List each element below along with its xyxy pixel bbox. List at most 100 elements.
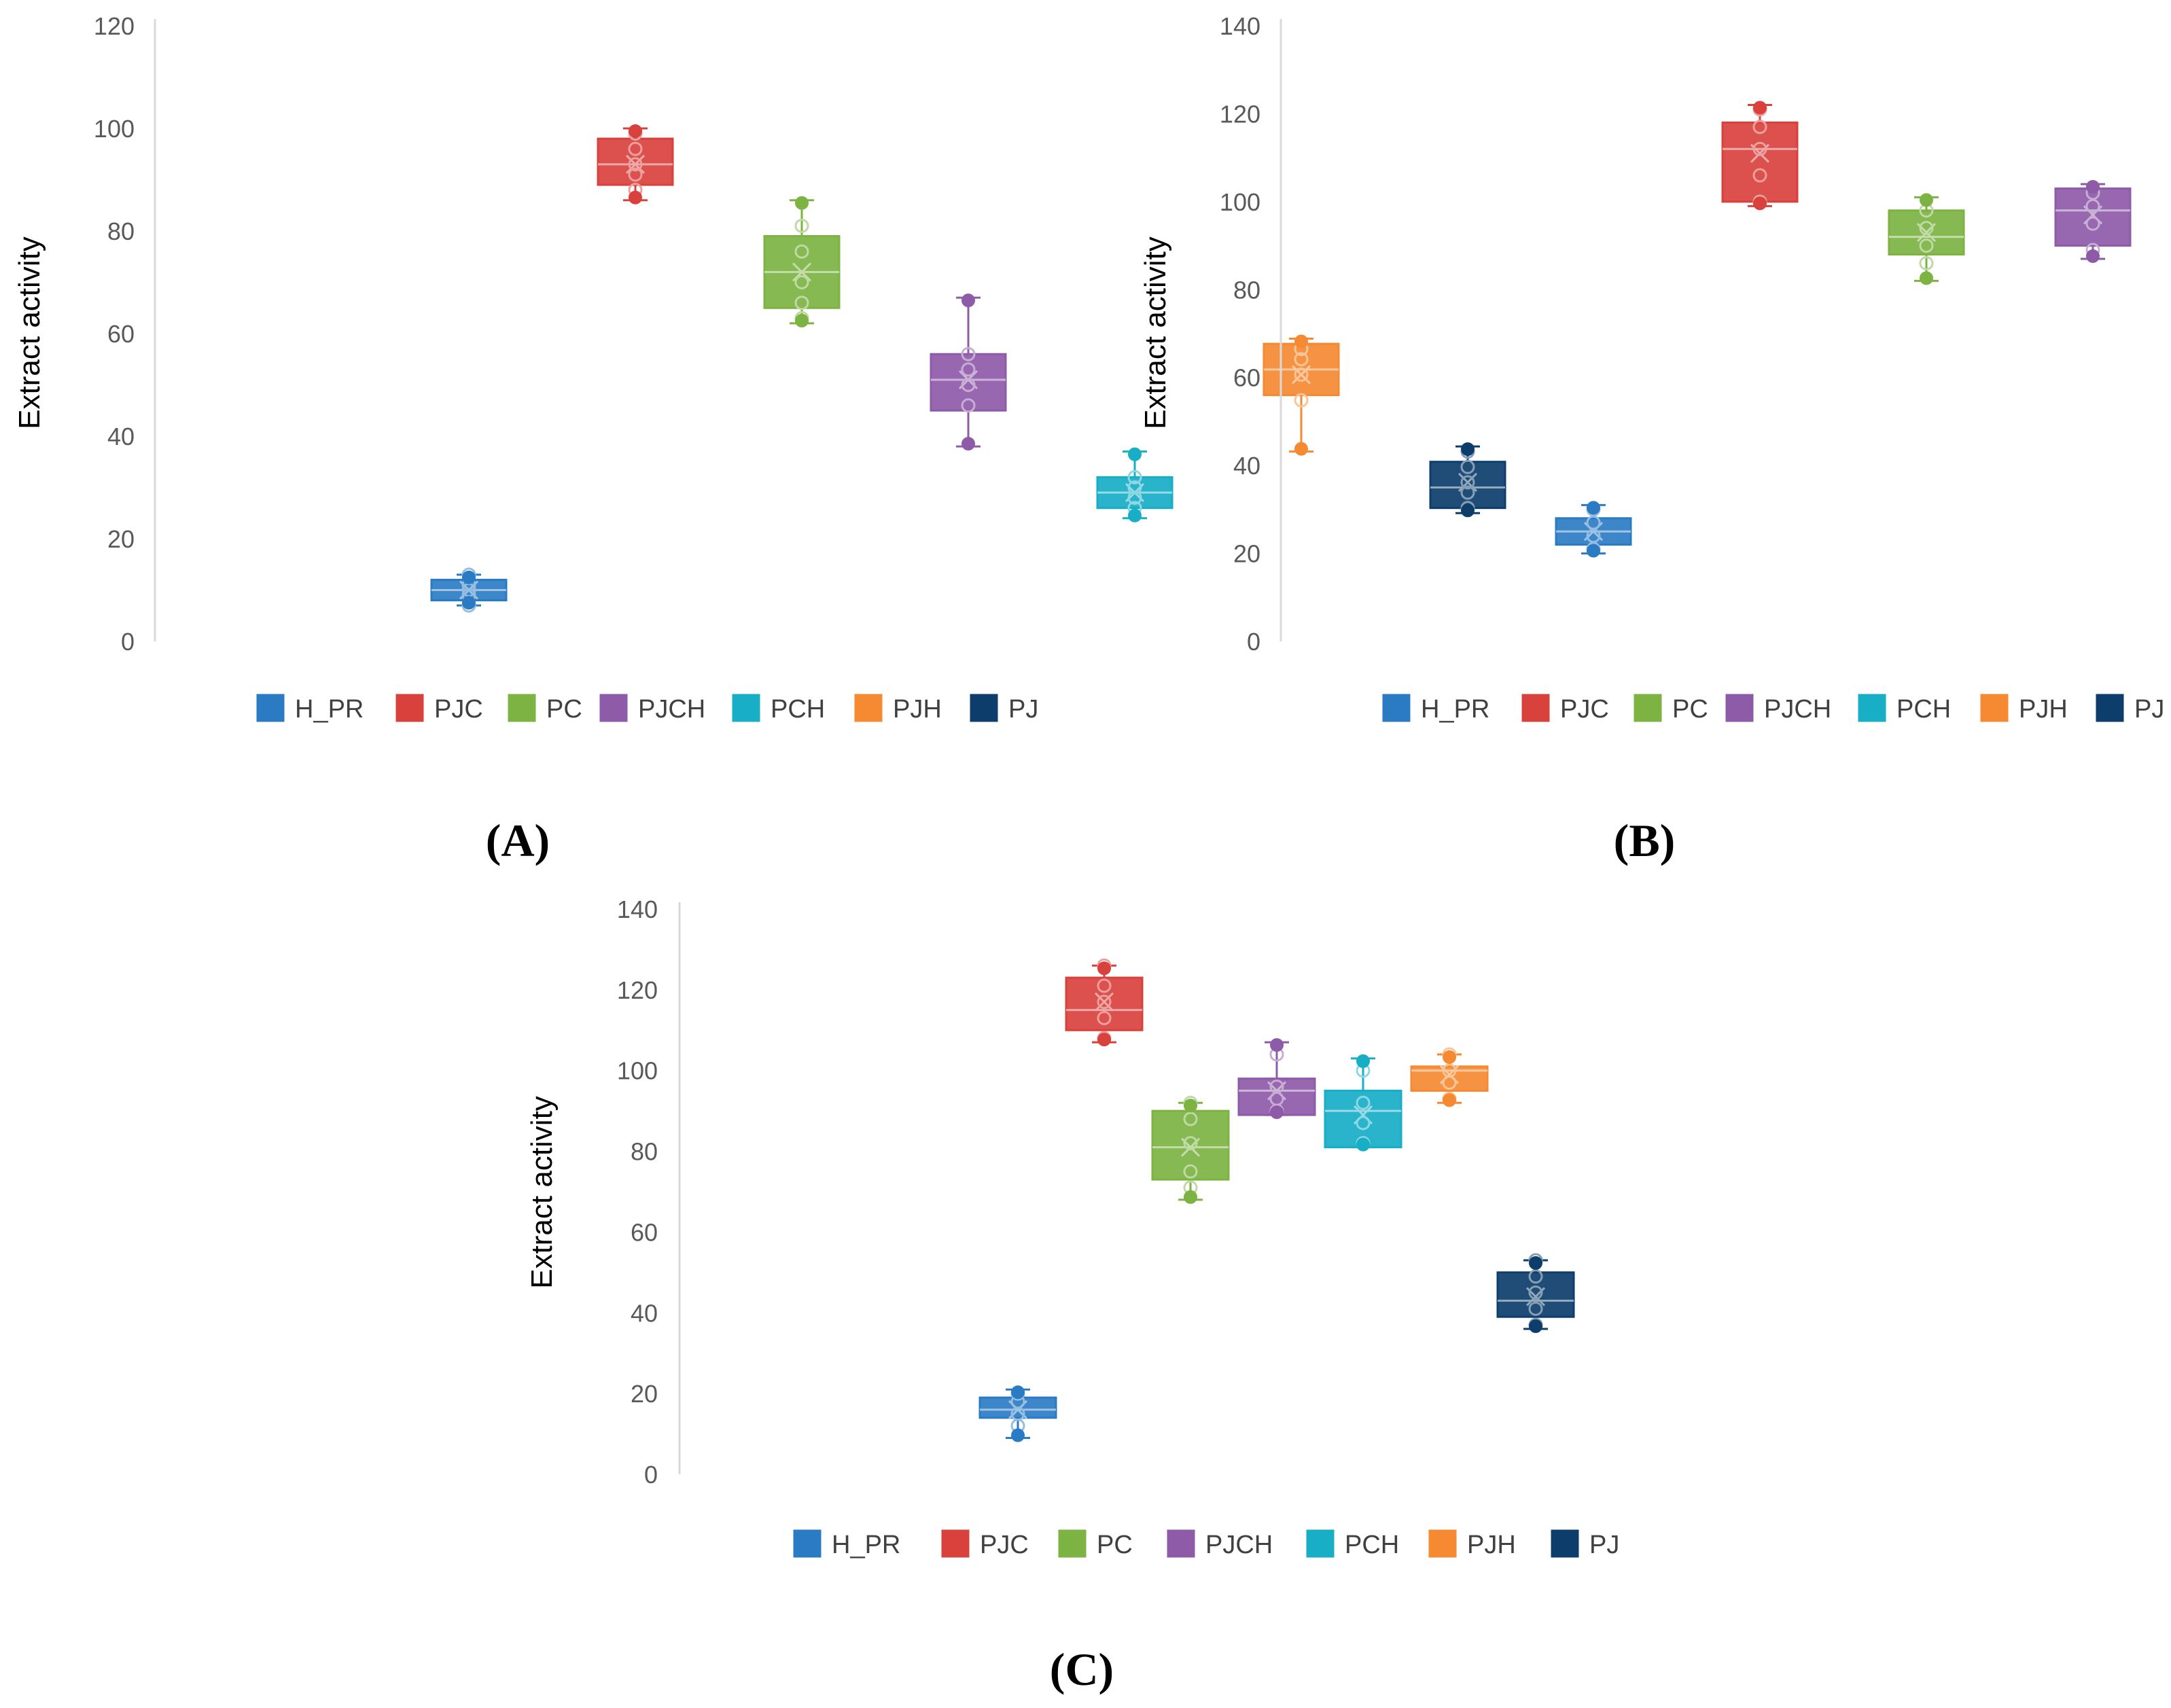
legend-swatch [1306, 1529, 1335, 1558]
legend-swatch [1725, 694, 1754, 722]
legend-item-h-pr: H_PR [1382, 694, 1489, 724]
box-pjch [2054, 179, 2132, 263]
data-point [1752, 141, 1767, 156]
legend-item-pj: PJ [2096, 694, 2164, 724]
legend-swatch [256, 694, 285, 722]
data-point [1097, 995, 1112, 1010]
y-tick-label: 40 [631, 1299, 658, 1327]
data-point [1294, 393, 1309, 408]
data-point-extreme [1356, 1054, 1370, 1068]
data-point-extreme [1128, 447, 1142, 461]
data-point-extreme [1294, 334, 1308, 349]
box-pc [1151, 1095, 1230, 1204]
legend-label: PJ [2134, 695, 2164, 724]
box-pc [763, 196, 841, 327]
legend: H_PR PJC PC PJCH PCH PJH PJ [1382, 694, 2164, 724]
legend-label: PJCH [638, 695, 705, 724]
data-point [961, 398, 976, 413]
legend-item-pjh: PJH [854, 694, 942, 724]
legend-label: PJCH [1205, 1531, 1273, 1559]
box-pch [1096, 447, 1173, 522]
data-point [1442, 1063, 1457, 1078]
y-tick-label: 120 [94, 12, 135, 40]
data-point [1127, 480, 1142, 495]
box-iqr [1496, 1271, 1575, 1318]
legend-swatch [1551, 1529, 1579, 1558]
data-point-extreme [462, 596, 476, 610]
legend-item-pc: PC [508, 694, 582, 724]
y-tick-label: 20 [107, 525, 135, 553]
data-point [1183, 1164, 1198, 1179]
legend-item-pjc: PJC [395, 694, 483, 724]
y-tick-label: 0 [121, 628, 135, 656]
box-iqr [1721, 121, 1799, 203]
legend-item-pjc: PJC [1521, 694, 1609, 724]
box-pjc [597, 124, 674, 204]
legend-swatch [1980, 694, 2009, 722]
y-tick-label: 40 [1233, 452, 1260, 480]
data-point-extreme [1011, 1428, 1025, 1442]
legend-label: PJ [1589, 1531, 1619, 1559]
legend-item-h-pr: H_PR [256, 694, 364, 724]
data-point-extreme [1097, 961, 1111, 976]
legend-swatch [1521, 694, 1550, 722]
box-h-pr [1555, 501, 1632, 558]
data-point [794, 244, 809, 259]
box-pjc [1721, 101, 1799, 211]
data-point-extreme [1529, 1319, 1542, 1334]
y-tick-label: 80 [1233, 276, 1260, 304]
data-point [1528, 1301, 1543, 1316]
data-point-extreme [1011, 1385, 1025, 1400]
legend-label: H_PR [295, 695, 364, 724]
legend-label: H_PR [1421, 695, 1489, 724]
legend: H_PR PJC PC PJCH PCH PJH PJ [256, 694, 1038, 724]
legend-swatch [1634, 694, 1662, 722]
y-tick-label: 0 [1247, 628, 1260, 656]
legend-label: PJH [1467, 1531, 1516, 1559]
data-point [1919, 221, 1934, 236]
chart-panel-a: 0 20 40 60 80 100 120 Extract activity H_PR PJC PC… [13, 12, 1506, 866]
legend-swatch [1058, 1529, 1087, 1558]
data-point-extreme [1529, 1256, 1542, 1270]
data-point [1294, 367, 1309, 382]
data-point [794, 296, 809, 310]
box-iqr [1151, 1109, 1230, 1181]
mean-marker [792, 262, 812, 282]
data-point [961, 346, 976, 361]
data-point-extreme [1920, 193, 1933, 207]
legend-label: PC [1672, 695, 1708, 724]
data-point [1097, 1010, 1112, 1025]
legend-label: PJCH [1764, 695, 1831, 724]
legend-item-pjc: PJC [941, 1529, 1029, 1559]
data-point [1528, 1269, 1543, 1284]
y-tick-label: 60 [631, 1218, 658, 1246]
data-point [2085, 216, 2100, 231]
data-point [628, 141, 643, 156]
data-point-extreme [1753, 101, 1767, 115]
data-point-extreme [1587, 501, 1600, 515]
data-point [1460, 459, 1475, 474]
data-point [1127, 469, 1142, 484]
legend-item-pj: PJ [1551, 1529, 1619, 1559]
legend-label: PC [1097, 1531, 1133, 1559]
data-point [1183, 1136, 1198, 1151]
data-point-extreme [2086, 249, 2100, 263]
data-point-extreme [629, 190, 642, 204]
y-axis-label: Extract activity [1139, 236, 1172, 429]
legend-label: PJH [893, 695, 942, 724]
data-point [1919, 238, 1934, 253]
y-tick-label: 20 [631, 1380, 658, 1408]
chart-panel-c: 0 20 40 60 80 100 120 140 Extract activity H_PR PJ… [525, 895, 1619, 1695]
box-pjh [1263, 334, 1340, 456]
y-axis-label: Extract activity [525, 1096, 559, 1289]
data-point-extreme [961, 293, 975, 308]
y-tick-label: 40 [107, 423, 135, 450]
y-tick-label: 20 [1233, 540, 1260, 568]
data-point [1919, 255, 1934, 270]
panel-label: (A) [486, 815, 550, 866]
box-pj [1429, 442, 1506, 518]
legend-item-pc: PC [1058, 1529, 1133, 1559]
legend-label: PC [546, 695, 582, 724]
data-point [1269, 1079, 1284, 1094]
